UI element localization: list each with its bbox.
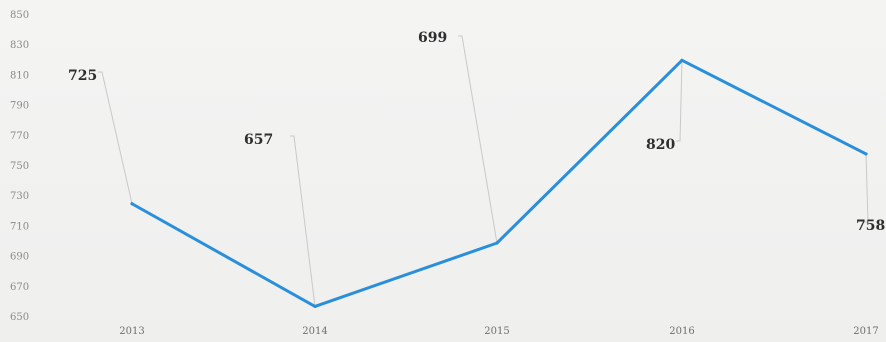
y-tick-label: 670 (10, 282, 29, 293)
leader-line (290, 135, 316, 307)
y-tick-label: 650 (10, 312, 29, 323)
leader-line (864, 153, 869, 223)
y-tick-label: 850 (10, 10, 29, 21)
data-label: 725 (68, 68, 97, 84)
y-tick-label: 810 (10, 70, 29, 81)
y-tick-label: 830 (10, 40, 29, 51)
y-tick-label: 710 (10, 221, 29, 232)
x-tick-label: 2017 (853, 326, 878, 337)
y-tick-label: 770 (10, 131, 29, 142)
data-label: 699 (418, 30, 447, 46)
y-tick-label: 790 (10, 101, 29, 112)
data-label: 820 (646, 137, 675, 153)
x-tick-label: 2014 (302, 326, 327, 337)
data-point (130, 202, 134, 206)
leader-line (676, 60, 683, 142)
x-tick-label: 2013 (119, 326, 144, 337)
label-leader-lines (98, 35, 869, 307)
data-label: 758 (856, 218, 885, 234)
data-point (313, 304, 317, 309)
data-label: 657 (244, 132, 273, 148)
x-tick-label: 2015 (484, 326, 509, 337)
leader-line (98, 71, 133, 204)
y-tick-label: 690 (10, 252, 29, 263)
leader-line (458, 35, 498, 244)
data-point (495, 241, 499, 245)
data-point (680, 58, 684, 62)
data-point (864, 152, 868, 156)
x-tick-label: 2016 (669, 326, 694, 337)
data-labels: 725 657 699 820 758 (68, 30, 885, 309)
series-line (130, 58, 868, 308)
y-axis: 650 670 690 710 730 750 770 790 810 830 850 (10, 10, 29, 323)
x-axis: 2013 2014 2015 2016 2017 (119, 326, 878, 337)
y-tick-label: 750 (10, 161, 29, 172)
y-tick-label: 730 (10, 191, 29, 202)
